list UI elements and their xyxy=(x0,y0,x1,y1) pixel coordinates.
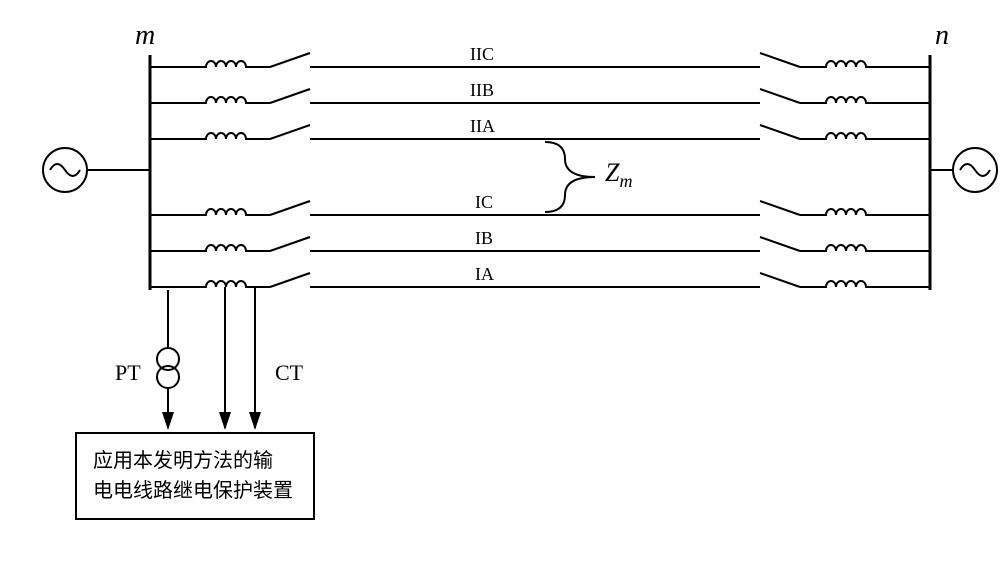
pt-transformer xyxy=(157,290,179,428)
source-right xyxy=(930,148,997,192)
ct-leads xyxy=(225,287,255,428)
pt-label: PT xyxy=(115,360,141,386)
device-box-line2: 电电线路继电保护装置 xyxy=(93,476,297,506)
line-ia-label: IA xyxy=(475,264,494,285)
line-iib xyxy=(150,89,930,103)
line-ic-label: IC xyxy=(475,192,493,213)
source-left xyxy=(43,148,150,192)
bus-n-label: n xyxy=(935,20,949,52)
line-iic xyxy=(150,53,930,67)
line-iia-label: IIA xyxy=(470,116,495,137)
line-ia xyxy=(150,273,930,287)
line-iib-label: IIB xyxy=(470,80,494,101)
line-ib-label: IB xyxy=(475,228,493,249)
line-iic-label: IIC xyxy=(470,44,494,65)
coupling-zm-label: Zm xyxy=(605,158,632,192)
line-ib xyxy=(150,237,930,251)
coupling-brace xyxy=(545,142,595,212)
bus-m-label: m xyxy=(135,20,155,52)
line-iia xyxy=(150,125,930,139)
relay-protection-device-box: 应用本发明方法的输 电电线路继电保护装置 xyxy=(75,432,315,520)
device-box-line1: 应用本发明方法的输 xyxy=(93,446,297,476)
line-ic xyxy=(150,201,930,215)
ct-label: CT xyxy=(275,360,303,386)
